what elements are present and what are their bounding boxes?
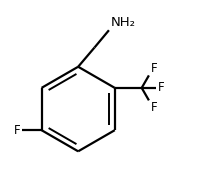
Text: F: F: [150, 62, 157, 75]
Text: F: F: [158, 81, 164, 94]
Text: F: F: [14, 124, 20, 137]
Text: F: F: [150, 101, 157, 114]
Text: NH₂: NH₂: [111, 16, 136, 29]
